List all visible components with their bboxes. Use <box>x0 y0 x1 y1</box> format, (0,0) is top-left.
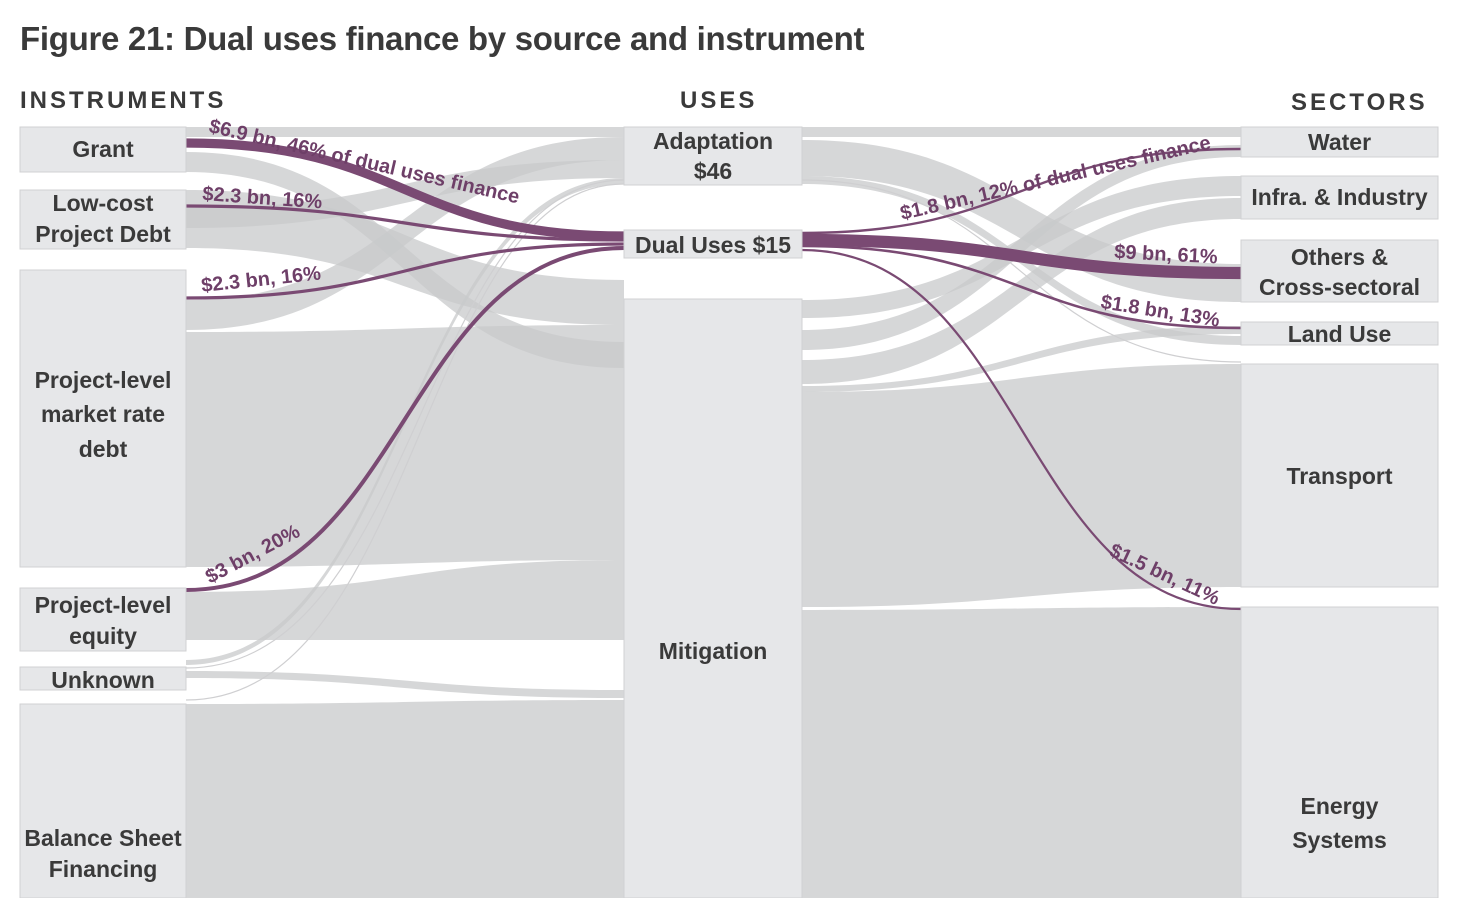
flow-grant-adaptation <box>186 127 624 137</box>
node-water: Water <box>1240 126 1439 158</box>
node-infra-box <box>1240 175 1439 220</box>
flow-mitigation-infra-2 <box>802 198 1241 384</box>
flow-mitigation-energy <box>802 607 1241 898</box>
node-dual: Dual Uses $15 <box>623 229 803 259</box>
node-energy: Energy Systems <box>1240 606 1439 898</box>
node-landuse: Land Use <box>1240 321 1439 347</box>
node-others-box <box>1240 239 1439 303</box>
node-others-label: Cross-sectoral <box>1259 274 1420 300</box>
node-others-label: Others & <box>1291 244 1388 270</box>
dual-flow-lowcost-dual <box>185 204 625 242</box>
flow-grant-mitigation <box>186 152 624 368</box>
node-equity-label: equity <box>69 623 137 649</box>
node-adaptation-box <box>623 126 803 186</box>
node-adaptation-label: Adaptation <box>653 128 773 154</box>
dual-flow-equity-dual <box>185 246 625 592</box>
node-energy-label: Energy <box>1301 793 1379 819</box>
flow-unknown-mitigation <box>186 671 624 698</box>
node-grant-box <box>19 126 187 173</box>
node-equity-box <box>19 587 187 652</box>
flow-mitigation-water <box>802 145 1241 350</box>
node-unknown-label: Unknown <box>51 667 155 693</box>
thin-flow-2 <box>185 179 625 669</box>
node-landuse-label: Land Use <box>1288 321 1392 347</box>
column-header-sectors: SECTORS <box>1291 89 1428 116</box>
flow-mitigation-transport <box>802 364 1241 607</box>
node-equity: Project-level equity <box>19 587 187 652</box>
thin-flow-1 <box>185 183 625 701</box>
node-mitigation-box <box>623 298 803 898</box>
node-balance-label: Balance Sheet <box>24 825 182 851</box>
node-adaptation-label: $46 <box>694 158 732 184</box>
dual-flow-marketdebt-dual <box>185 242 625 300</box>
node-lowcost-box <box>19 189 187 250</box>
node-marketdebt-label: market rate <box>41 401 165 427</box>
dual-flow-dual-water <box>801 147 1242 235</box>
dual-flow-dual-landuse <box>801 244 1242 330</box>
thin-flow-3 <box>801 179 1242 363</box>
dual-flow-dual-energy <box>801 248 1242 611</box>
node-grant: Grant <box>19 126 187 173</box>
node-balance: Balance Sheet Financing <box>19 703 187 898</box>
node-marketdebt-label: debt <box>79 436 128 462</box>
flow-adaptation-water <box>802 127 1241 137</box>
dual-use-flows <box>185 138 1242 611</box>
dual-flow-grant-dual <box>185 138 625 241</box>
node-dual-label: Dual Uses $15 <box>635 232 791 258</box>
node-marketdebt: Project-level market rate debt <box>19 269 187 568</box>
node-balance-box <box>19 703 187 898</box>
node-energy-box <box>1240 606 1439 898</box>
node-water-label: Water <box>1308 129 1371 155</box>
node-water-box <box>1240 126 1439 158</box>
node-landuse-box <box>1240 321 1439 346</box>
annotation-dual-others: $9 bn, 61% <box>1114 241 1219 268</box>
flow-equity-mitigation <box>186 560 624 640</box>
node-infra-label: Infra. & Industry <box>1251 184 1428 210</box>
node-transport: Transport <box>1240 363 1439 588</box>
node-marketdebt-box <box>19 269 187 568</box>
node-equity-label: Project-level <box>35 592 172 618</box>
node-unknown-box <box>19 666 187 691</box>
node-others: Others & Cross-sectoral <box>1240 239 1439 303</box>
flow-adaptation-others <box>802 140 1241 302</box>
node-lowcost-label: Low-cost <box>53 190 154 216</box>
node-grant-label: Grant <box>72 136 134 162</box>
node-dual-box <box>623 229 803 259</box>
node-transport-box <box>1240 363 1439 588</box>
figure-title: Figure 21: Dual uses finance by source a… <box>20 20 865 57</box>
flow-marketdebt-mitigation <box>186 325 624 567</box>
node-unknown: Unknown <box>19 666 187 693</box>
dual-flow-dual-others <box>801 233 1242 280</box>
node-adaptation: Adaptation $46 <box>623 126 803 186</box>
node-lowcost: Low-cost Project Debt <box>19 189 187 250</box>
flow-balance-mitigation <box>186 700 624 898</box>
node-marketdebt-label: Project-level <box>35 367 172 393</box>
node-lowcost-label: Project Debt <box>35 221 171 247</box>
flow-marketdebt-adaptation <box>186 137 624 330</box>
nodes: Grant Low-cost Project Debt Project-level ma… <box>19 126 1439 898</box>
node-infra: Infra. & Industry <box>1240 175 1439 220</box>
node-energy-label: Systems <box>1292 827 1387 853</box>
column-header-instruments: INSTRUMENTS <box>20 87 227 114</box>
node-balance-label: Financing <box>49 856 158 882</box>
node-mitigation-label: Mitigation <box>659 638 768 664</box>
flow-mitigation-landuse <box>802 326 1241 392</box>
node-mitigation: Mitigation <box>623 298 803 898</box>
column-header-uses: USES <box>680 87 758 114</box>
node-transport-label: Transport <box>1286 463 1392 489</box>
